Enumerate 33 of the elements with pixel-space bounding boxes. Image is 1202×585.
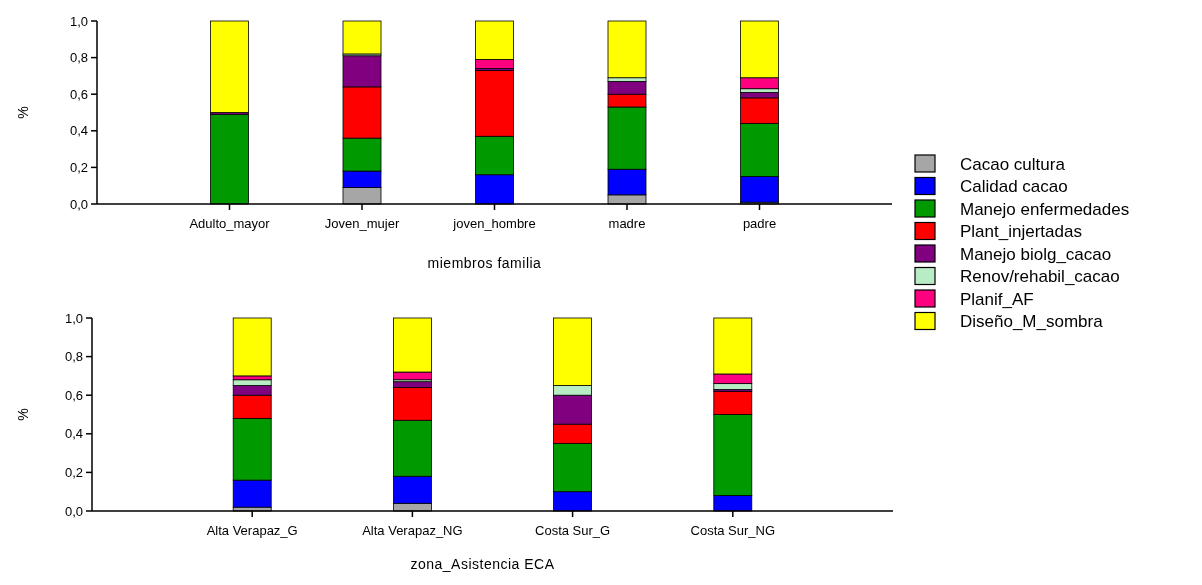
y-tick-label: 1,0 [69,13,88,29]
y-axis-title: % [15,408,31,421]
y-tick-label: 1,0 [64,310,83,326]
x-tick-label: Costa Sur_G [535,523,611,538]
x-axis-title: zona_Asistencia ECA [410,556,555,572]
y-tick-label: 0,2 [64,464,83,480]
y-tick-label: 0,6 [69,86,88,102]
x-tick-label: Alta Verapaz_G [206,523,298,538]
y-axis-title: % [15,106,31,119]
x-tick-label: joven_hombre [452,216,536,231]
y-tick-label: 0,0 [64,503,83,519]
x-tick-label: madre [608,216,646,231]
legend-label: Renov/rehabil_cacao [960,267,1120,287]
x-tick-label: Alta Verapaz_NG [362,523,463,538]
legend-label: Calidad cacao [960,177,1068,197]
y-tick-label: 0,0 [69,196,88,212]
x-tick-label: Joven_mujer [324,216,400,231]
legend-label: Plant_injertadas [960,222,1082,242]
x-axis-title: miembros familia [427,255,542,271]
y-tick-label: 0,4 [69,123,88,139]
legend-label: Cacao cultura [960,154,1066,174]
legend-label: Manejo enfermedades [960,199,1130,219]
y-tick-label: 0,4 [64,426,83,442]
x-tick-label: Costa Sur_NG [690,523,776,538]
y-tick-label: 0,8 [64,349,83,365]
y-tick-label: 0,2 [69,159,88,175]
y-tick-label: 0,8 [69,50,88,66]
y-tick-label: 0,6 [64,387,83,403]
x-tick-label: padre [742,216,777,231]
x-tick-label: Adulto_mayor [189,216,271,231]
legend-label: Manejo biolg_cacao [960,244,1112,264]
legend-label: Planif_AF [960,289,1034,309]
legend-label: Diseño_M_sombra [960,312,1104,332]
